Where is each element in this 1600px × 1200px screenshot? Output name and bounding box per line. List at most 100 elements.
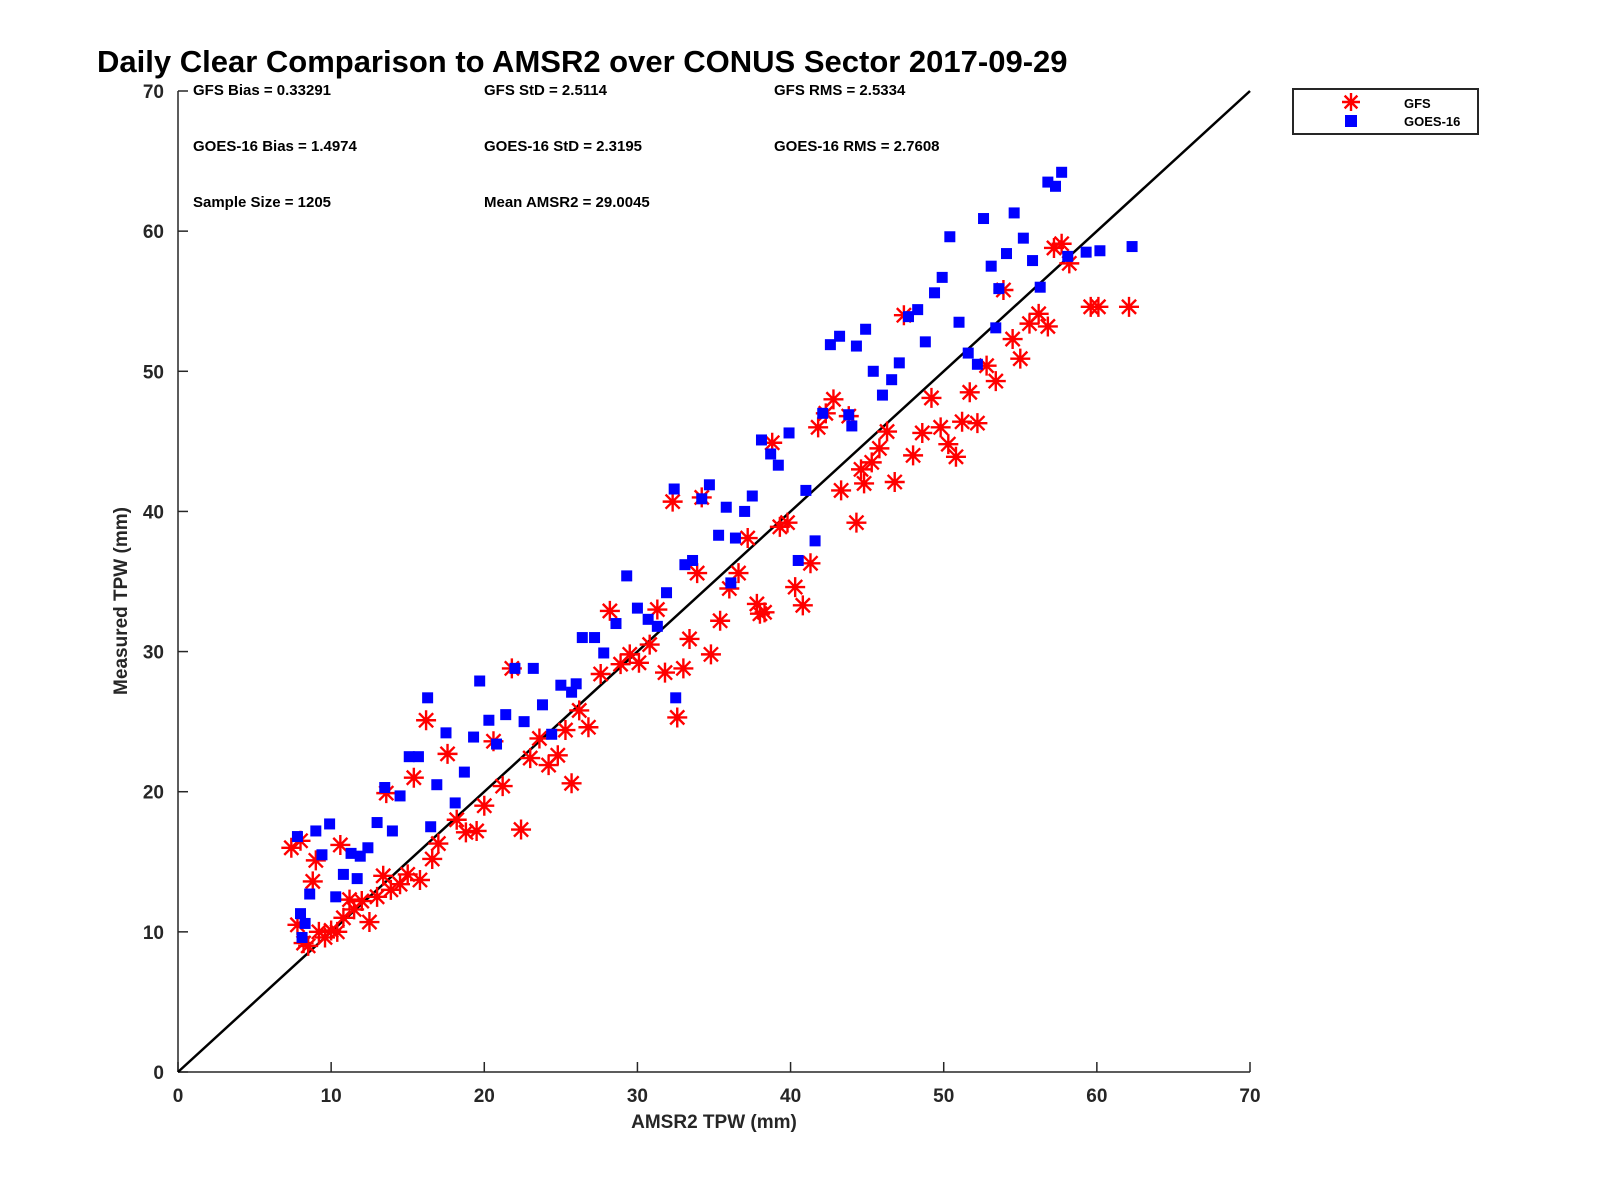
- goes-point: [772, 459, 784, 471]
- goes-point: [518, 716, 530, 728]
- goes-point: [944, 231, 956, 243]
- gfs-point: [746, 593, 767, 614]
- gfs-point: [305, 850, 326, 871]
- goes-point: [792, 554, 804, 566]
- gfs-point: [1010, 348, 1031, 369]
- legend-box: [1292, 88, 1479, 135]
- goes-point: [1008, 207, 1020, 219]
- goes-point: [876, 389, 888, 401]
- gfs-point: [749, 603, 770, 624]
- gfs-point: [854, 473, 875, 494]
- goes-point: [936, 271, 948, 283]
- goes-point: [1080, 246, 1092, 258]
- goes-point: [295, 908, 307, 920]
- gfs-point: [737, 528, 758, 549]
- x-tick-label: 50: [933, 1086, 954, 1107]
- goes-point: [324, 818, 336, 830]
- x-tick-label: 0: [173, 1086, 184, 1107]
- gfs-point: [555, 720, 576, 741]
- gfs-point: [945, 446, 966, 467]
- gfs-point: [437, 743, 458, 764]
- goes-point: [902, 311, 914, 323]
- gfs-point: [800, 553, 821, 574]
- goes-point: [422, 692, 434, 704]
- gfs-point: [511, 819, 532, 840]
- gfs-point: [538, 755, 559, 776]
- goes-point: [351, 873, 363, 885]
- gfs-point: [728, 563, 749, 584]
- gfs-point: [710, 610, 731, 631]
- goes-point: [985, 260, 997, 272]
- goes-point: [1050, 180, 1062, 192]
- gfs-point: [846, 512, 867, 533]
- legend-gfs-label: GFS: [1404, 96, 1431, 111]
- goes-point: [720, 501, 732, 513]
- gfs-point: [1043, 237, 1064, 258]
- series-gfs: [281, 233, 1140, 956]
- goes-point: [800, 484, 812, 496]
- goes-point: [1001, 248, 1013, 260]
- gfs-point: [466, 820, 487, 841]
- gfs-point: [1002, 329, 1023, 350]
- goes-point: [642, 613, 654, 625]
- gfs-point: [293, 933, 314, 954]
- gfs-point: [416, 710, 437, 731]
- gfs-point: [869, 438, 890, 459]
- gfs-point: [344, 899, 365, 920]
- gfs-point: [547, 745, 568, 766]
- goes-point: [337, 868, 349, 880]
- gfs-point: [619, 644, 640, 665]
- goes-point: [362, 842, 374, 854]
- goes-point: [990, 322, 1002, 334]
- gfs-point: [1028, 303, 1049, 324]
- stat-annotation: GFS Bias = 0.33291: [193, 82, 331, 99]
- y-tick-label: 70: [143, 82, 164, 103]
- gfs-point: [367, 886, 388, 907]
- gfs-point: [561, 773, 582, 794]
- gfs-point: [455, 822, 476, 843]
- gfs-point: [287, 914, 308, 935]
- gfs-point: [520, 748, 541, 769]
- x-axis-label: AMSR2 TPW (mm): [631, 1112, 797, 1133]
- goes-point: [993, 283, 1005, 295]
- gfs-point: [959, 382, 980, 403]
- goes-point: [589, 632, 601, 644]
- axis-ticks: 0 10 20 30 40 50 60 70 0 10 20 30 40 50 60 70: [143, 82, 1261, 1107]
- gfs-point: [719, 578, 740, 599]
- gfs-point: [428, 833, 449, 854]
- goes-point: [843, 409, 855, 421]
- gfs-point: [754, 602, 775, 623]
- goes-point: [919, 336, 931, 348]
- gfs-point: [373, 865, 394, 886]
- goes-point: [394, 790, 406, 802]
- gfs-point: [339, 889, 360, 910]
- legend-gfs-marker: [1342, 93, 1360, 111]
- goes-point: [304, 888, 316, 900]
- gfs-point: [281, 837, 302, 858]
- legend-gfs-asterisk: [1342, 93, 1360, 111]
- stat-annotation: GOES-16 RMS = 2.7608: [774, 138, 940, 155]
- gfs-point: [397, 864, 418, 885]
- gfs-point: [823, 389, 844, 410]
- gfs-point: [808, 417, 829, 438]
- legend-goes-marker: [1345, 115, 1357, 127]
- gfs-point: [903, 445, 924, 466]
- x-tick-label: 20: [474, 1086, 495, 1107]
- gfs-point: [529, 728, 550, 749]
- goes-point: [953, 316, 965, 328]
- goes-point: [725, 577, 737, 589]
- gfs-point: [777, 512, 798, 533]
- goes-point: [696, 493, 708, 505]
- goes-point: [296, 931, 308, 943]
- goes-point: [1126, 241, 1138, 253]
- goes-point: [668, 483, 680, 495]
- goes-point: [576, 632, 588, 644]
- goes-point: [809, 535, 821, 547]
- goes-point: [1042, 176, 1054, 188]
- gfs-point: [921, 387, 942, 408]
- goes-point: [509, 662, 521, 674]
- goes-point: [483, 714, 495, 726]
- goes-point: [703, 479, 715, 491]
- gfs-point: [569, 700, 590, 721]
- goes-point: [834, 330, 846, 342]
